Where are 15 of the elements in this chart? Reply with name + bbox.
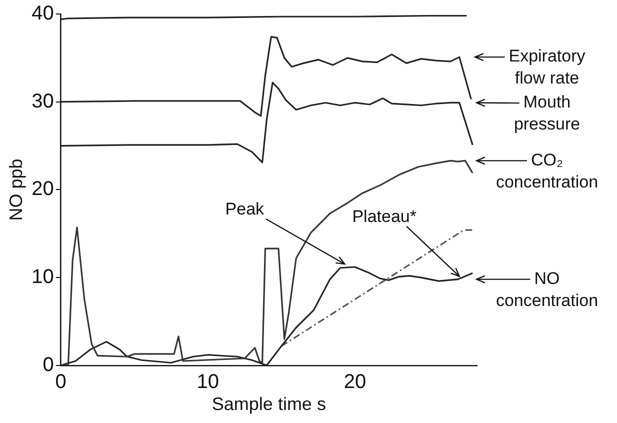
y-tick-label: 0: [42, 354, 54, 376]
annotation: Plateau*: [352, 206, 417, 226]
x-axis-title: Sample time s: [212, 394, 326, 414]
y-tick-label: 10: [32, 266, 54, 288]
text: Mouth pressure: [514, 92, 580, 134]
y-tick-label: 20: [32, 178, 54, 200]
annotation: Peak: [225, 200, 265, 219]
y-axis-title: NO ppb: [6, 158, 26, 221]
series-label: CO₂ concentration: [496, 150, 598, 192]
x-tick-label: 20: [344, 370, 366, 393]
x-tick-label: 10: [196, 370, 220, 393]
text: Expiratory flow rate: [508, 46, 586, 88]
y-tick-label: 40: [32, 2, 54, 25]
series-label: NO concentration: [496, 268, 598, 310]
y-tick-label: 30: [32, 90, 54, 112]
